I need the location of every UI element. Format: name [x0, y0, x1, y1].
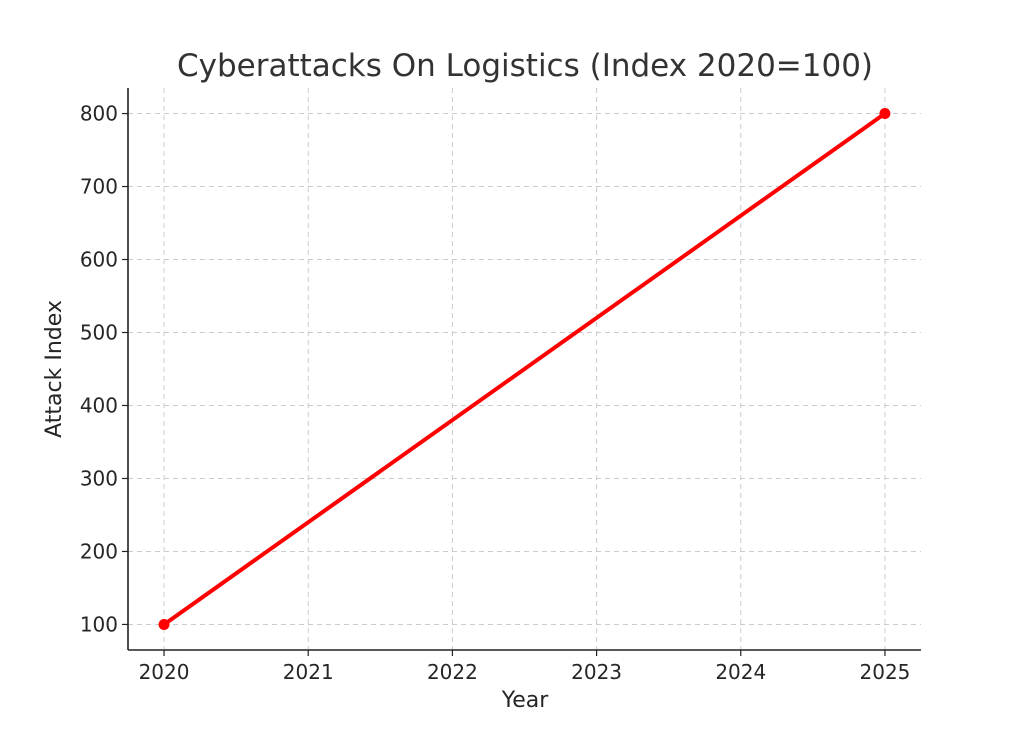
y-axis-label: Attack Index — [42, 300, 67, 438]
series-layer — [158, 108, 891, 630]
y-tick-label: 800 — [80, 102, 118, 126]
x-tick-label: 2024 — [715, 660, 766, 684]
tick-layer: 2020 2021 2022 2023 2024 2025 100 200 300 400 500 6… — [80, 102, 911, 684]
axes-layer — [127, 88, 921, 651]
data-point — [879, 108, 891, 120]
x-tick-label: 2022 — [427, 660, 478, 684]
y-tick-label: 400 — [80, 393, 118, 417]
x-tick-label: 2023 — [571, 660, 622, 684]
y-tick-label: 600 — [80, 248, 118, 272]
y-tick-label: 300 — [80, 466, 118, 490]
y-tick-label: 500 — [80, 321, 118, 345]
grid-layer — [128, 88, 921, 650]
chart-title: Cyberattacks On Logistics (Index 2020=10… — [177, 48, 873, 84]
x-axis-label: Year — [501, 688, 550, 713]
x-tick-label: 2021 — [283, 660, 334, 684]
x-tick-label: 2020 — [139, 660, 190, 684]
y-tick-label: 200 — [80, 539, 118, 563]
y-tick-label: 700 — [80, 175, 118, 199]
y-tick-label: 100 — [80, 612, 118, 636]
data-point — [158, 618, 170, 630]
series-line — [162, 111, 887, 627]
x-tick-label: 2025 — [860, 660, 911, 684]
